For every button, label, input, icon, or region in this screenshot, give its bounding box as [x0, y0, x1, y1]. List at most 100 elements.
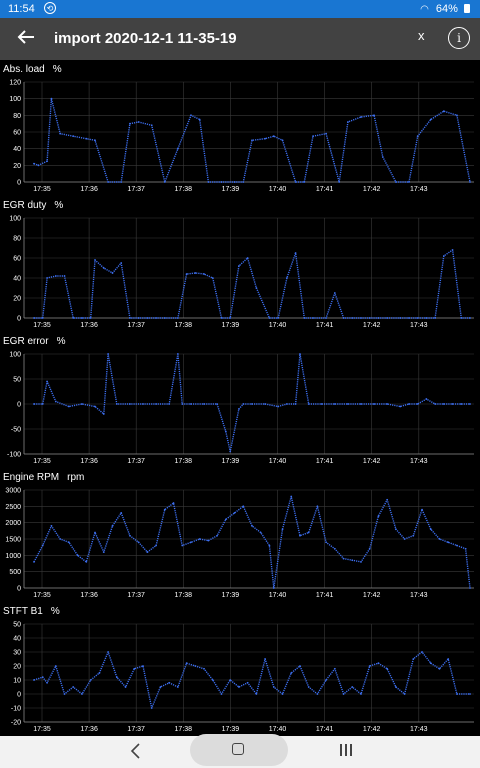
chart-unit: %: [52, 64, 62, 75]
data-point: [285, 403, 288, 405]
data-point: [299, 665, 301, 667]
data-point: [76, 554, 79, 557]
y-tick-label: 10: [13, 678, 21, 685]
data-point: [425, 398, 428, 400]
y-tick-label: -20: [11, 720, 21, 727]
chart-plot[interactable]: -20 -10 0 10 20 30 40 50 17:35 17:36 17:37 17:38 17:…: [0, 618, 480, 736]
data-point: [272, 587, 275, 589]
x-tick-label: 17:38: [175, 726, 193, 733]
chart-plot[interactable]: 0 20 40 60 80 100 120 17:35 17:36 17:37 17:38 17:39…: [0, 76, 480, 196]
y-tick-label: 0: [17, 316, 21, 323]
data-point: [89, 679, 92, 681]
x-tick-label: 17:35: [33, 726, 51, 733]
data-point: [46, 160, 48, 163]
data-point: [216, 534, 219, 537]
x-tick-label: 17:39: [222, 186, 240, 193]
data-point: [342, 557, 345, 560]
data-point: [421, 651, 423, 653]
data-point: [190, 541, 192, 544]
chart-title-text: Abs. load: [3, 64, 45, 75]
info-button[interactable]: i: [448, 27, 470, 49]
x-tick-label: 17:40: [269, 592, 287, 599]
home-button[interactable]: [190, 734, 288, 766]
data-point: [72, 317, 75, 319]
y-tick-label: 60: [13, 130, 21, 137]
chart-title: EGR duty%: [3, 200, 63, 211]
data-point: [220, 317, 223, 319]
chart-plot[interactable]: 0 20 40 60 80 100 17:35 17:36 17:37 17:38 17:39 17:…: [0, 212, 480, 332]
data-point: [111, 272, 114, 274]
data-point: [220, 693, 223, 695]
x-tick-label: 17:43: [410, 726, 428, 733]
chart-title: Abs. load%: [3, 64, 62, 75]
data-point: [233, 511, 236, 514]
data-point: [155, 403, 157, 405]
data-point: [198, 118, 201, 121]
data-point: [220, 181, 223, 183]
data-point: [312, 317, 314, 319]
data-point: [94, 405, 96, 408]
data-point: [150, 707, 153, 709]
x-tick-label: 17:42: [363, 458, 381, 465]
data-point: [198, 538, 201, 540]
x-tick-label: 17:38: [175, 186, 193, 193]
data-point: [37, 164, 40, 167]
data-point: [89, 317, 92, 319]
chart-plot[interactable]: 0 500 1000 1500 2000 2500 3000 17:35 17:36 17:37 1…: [0, 484, 480, 602]
data-point: [33, 403, 35, 405]
recents-icon[interactable]: [338, 744, 354, 758]
series-line: [33, 495, 471, 589]
status-time: 11:54: [8, 3, 35, 15]
chart-plot[interactable]: -100 -50 0 50 100 17:35 17:36 17:37 17:38 17:39 17…: [0, 348, 480, 468]
data-point: [54, 400, 57, 403]
data-point: [107, 181, 110, 183]
y-tick-label: 0: [17, 586, 21, 593]
x-tick-label: 17:42: [363, 726, 381, 733]
data-point: [316, 505, 319, 508]
data-point: [290, 495, 293, 498]
data-point: [146, 551, 149, 553]
back-arrow-icon[interactable]: [128, 742, 144, 760]
data-point: [72, 135, 75, 138]
data-point: [456, 544, 458, 547]
data-point: [242, 505, 245, 508]
chart-unit: %: [50, 606, 60, 617]
data-point: [403, 693, 406, 695]
data-point: [386, 498, 389, 501]
data-point: [377, 515, 380, 518]
data-point: [50, 97, 53, 100]
data-point: [408, 317, 410, 319]
close-button[interactable]: x: [418, 28, 425, 43]
data-point: [229, 450, 232, 453]
data-point: [124, 686, 127, 688]
data-point: [146, 317, 149, 319]
data-point: [67, 541, 70, 544]
data-point: [303, 317, 306, 319]
chart-title-text: Engine RPM: [3, 472, 60, 483]
data-point: [242, 181, 245, 183]
data-point: [425, 317, 428, 319]
y-tick-label: -100: [7, 452, 21, 459]
data-point: [203, 667, 205, 670]
data-point: [351, 559, 354, 562]
y-tick-label: 100: [9, 352, 21, 359]
data-point: [386, 403, 389, 405]
y-tick-label: 40: [13, 276, 21, 283]
data-point: [351, 686, 354, 688]
chart-panel: Abs. load% 0 20 40 60 80 100 120 17:35 17:36 17:37…: [0, 60, 480, 196]
data-point: [285, 277, 288, 279]
back-arrow-icon[interactable]: [14, 25, 38, 49]
y-tick-label: 20: [13, 296, 21, 303]
y-tick-label: -10: [11, 706, 21, 713]
data-point: [137, 541, 140, 544]
data-point: [429, 528, 432, 531]
data-point: [399, 405, 402, 408]
data-point: [54, 665, 57, 667]
data-point: [181, 403, 184, 405]
data-point: [281, 139, 284, 142]
chart-panel: EGR duty% 0 20 40 60 80 100 17:35 17:36 17:37 17:3…: [0, 196, 480, 332]
data-point: [242, 403, 245, 405]
y-tick-label: 40: [13, 146, 21, 153]
chart-title-text: EGR duty: [3, 200, 47, 211]
y-tick-label: 3000: [5, 488, 21, 495]
